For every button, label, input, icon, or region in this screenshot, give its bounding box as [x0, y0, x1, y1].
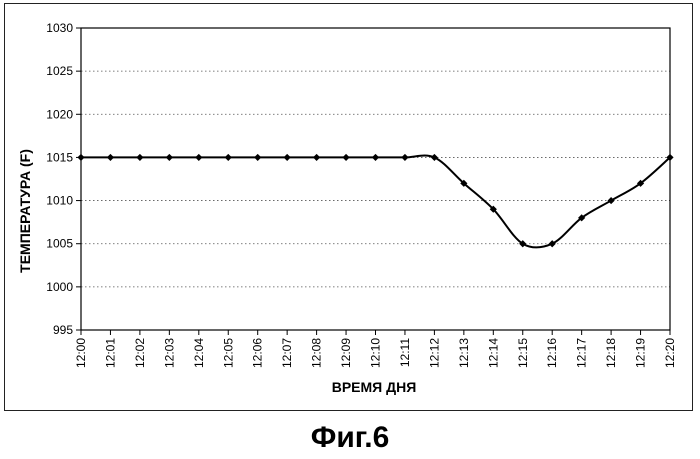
- x-tick-label: 12:02: [133, 338, 147, 368]
- data-point-marker: [166, 154, 173, 161]
- data-point-marker: [401, 154, 408, 161]
- x-tick-label: 12:04: [192, 338, 206, 368]
- series-markers: [77, 154, 673, 247]
- data-point-marker: [284, 154, 291, 161]
- temperature-line-chart: 9951000100510101015102010251030 12:0012:…: [0, 0, 700, 415]
- data-point-marker: [225, 154, 232, 161]
- y-axis-title: ТЕМПЕРАТУРА (F): [17, 149, 33, 273]
- x-tick-label: 12:12: [427, 338, 441, 368]
- y-tick-label: 1020: [46, 107, 73, 121]
- data-point-marker: [372, 154, 379, 161]
- y-tick-label: 1030: [46, 21, 73, 35]
- data-point-marker: [77, 154, 84, 161]
- y-tick-label: 1015: [46, 150, 73, 164]
- x-tick-label: 12:07: [280, 338, 294, 368]
- x-tick-label: 12:10: [369, 338, 383, 368]
- y-tick-label: 1010: [46, 194, 73, 208]
- x-tick-label: 12:20: [663, 338, 677, 368]
- x-tick-label: 12:13: [457, 338, 471, 368]
- y-tick-label: 1025: [46, 64, 73, 78]
- x-tick-label: 12:16: [545, 338, 559, 368]
- x-tick-label: 12:06: [251, 338, 265, 368]
- x-tick-label: 12:01: [103, 338, 117, 368]
- data-point-marker: [136, 154, 143, 161]
- x-tick-label: 12:05: [221, 338, 235, 368]
- data-point-marker: [195, 154, 202, 161]
- plot-area: [81, 28, 670, 330]
- figure-caption: Фиг.6: [0, 420, 700, 456]
- x-tick-label: 12:15: [516, 338, 530, 368]
- x-tick-label: 12:11: [398, 338, 412, 367]
- y-axis-ticks: 995 1000 1005 1010 1015 1020 1025 1030: [46, 21, 81, 337]
- x-tick-label: 12:00: [74, 338, 88, 368]
- x-tick-label: 12:19: [634, 338, 648, 368]
- x-tick-label: 12:17: [575, 338, 589, 368]
- data-point-marker: [254, 154, 261, 161]
- gridlines: [81, 71, 670, 287]
- x-axis-ticks: 12:00 12:01 12:02 12:03 12:04 12:05 12:06 12:07…: [74, 330, 677, 368]
- series-line: [81, 156, 670, 248]
- x-tick-label: 12:18: [604, 338, 618, 368]
- x-tick-label: 12:09: [339, 338, 353, 368]
- y-tick-label: 1000: [46, 280, 73, 294]
- data-point-marker: [342, 154, 349, 161]
- x-axis-title: ВРЕМЯ ДНЯ: [332, 379, 417, 395]
- data-point-marker: [107, 154, 114, 161]
- data-point-marker: [313, 154, 320, 161]
- x-tick-label: 12:03: [162, 338, 176, 368]
- x-tick-label: 12:14: [486, 338, 500, 368]
- y-tick-label: 1005: [46, 237, 73, 251]
- x-tick-label: 12:08: [310, 338, 324, 368]
- y-tick-label: 995: [53, 323, 73, 337]
